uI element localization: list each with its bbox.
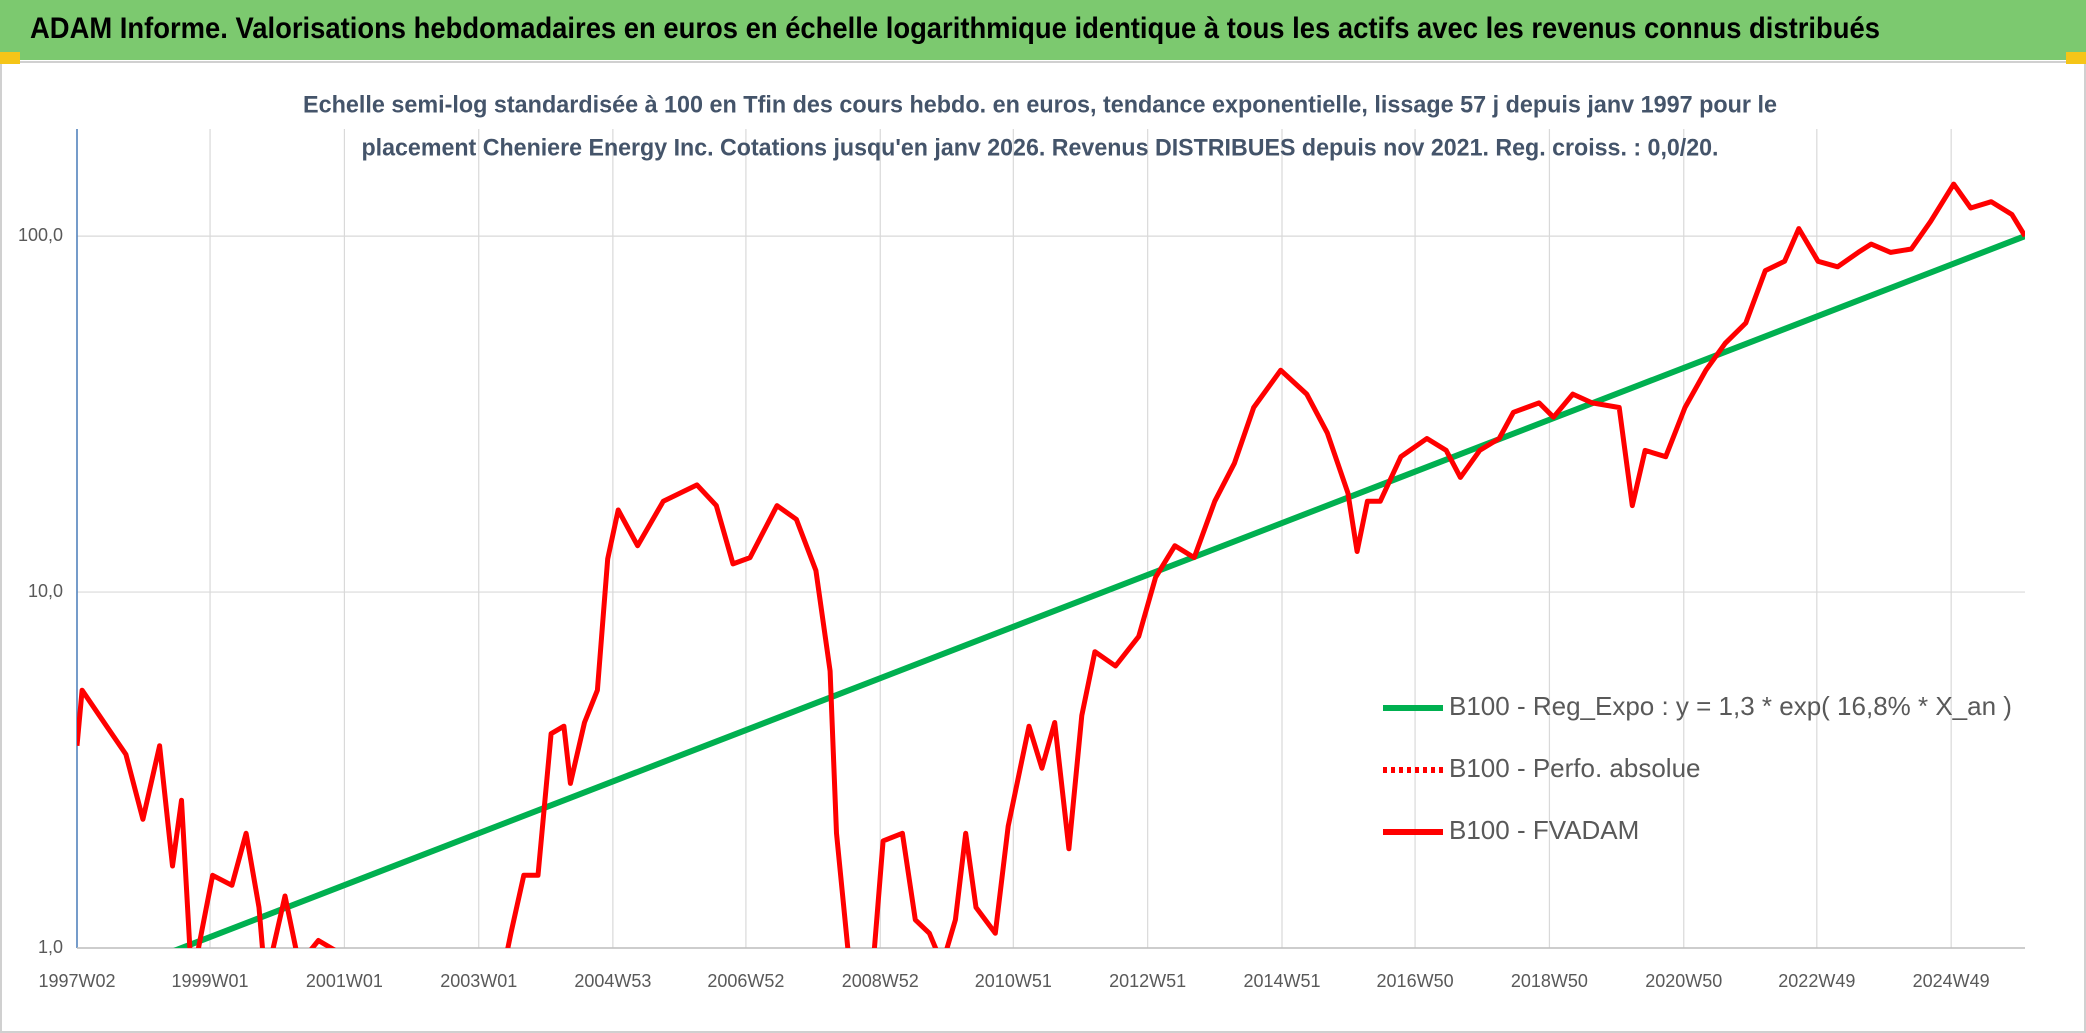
corner-mark — [0, 52, 20, 64]
x-tick-label: 2008W52 — [842, 971, 919, 991]
x-tick-label: 2016W50 — [1377, 971, 1454, 991]
series-line — [77, 181, 2025, 948]
x-tick-label: 2003W01 — [440, 971, 517, 991]
chart-subtitle: Echelle semi-log standardisée à 100 en T… — [303, 91, 1777, 118]
x-tick-label: 1997W02 — [38, 971, 115, 991]
x-tick-label: 2006W52 — [707, 971, 784, 991]
x-tick-label: 2014W51 — [1243, 971, 1320, 991]
frame — [0, 61, 2086, 1033]
y-tick-label: 1,0 — [38, 937, 63, 957]
x-tick-label: 2001W01 — [306, 971, 383, 991]
y-tick-label: 100,0 — [18, 225, 63, 245]
corner-mark — [2066, 52, 2086, 64]
x-tick-label: 1999W01 — [172, 971, 249, 991]
x-tick-label: 2022W49 — [1778, 971, 1855, 991]
x-tick-label: 2012W51 — [1109, 971, 1186, 991]
plot-area — [77, 181, 2025, 948]
chart-title: ADAM Informe. Valorisations hebdomadaire… — [30, 12, 1880, 45]
title-bar — [0, 0, 2086, 60]
labels: 1,0 10,0 100,0 1997W02 1999W01 2001W01 2003W01… — [18, 225, 2012, 991]
series-line — [173, 233, 2025, 948]
x-tick-label: 2018W50 — [1511, 971, 1588, 991]
legend-label: B100 - FVADAM — [1449, 815, 1639, 845]
x-tick-label: 2020W50 — [1645, 971, 1722, 991]
x-tick-label: 2004W53 — [574, 971, 651, 991]
legend-label: B100 - Reg_Expo : y = 1,3 * exp( 16,8% *… — [1449, 691, 2012, 721]
x-tick-label: 2010W51 — [975, 971, 1052, 991]
chart-subtitle: placement Cheniere Energy Inc. Cotations… — [362, 134, 1719, 161]
legend-label: B100 - Perfo. absolue — [1449, 753, 1701, 783]
x-tick-label: 2024W49 — [1913, 971, 1990, 991]
y-tick-label: 10,0 — [28, 581, 63, 601]
